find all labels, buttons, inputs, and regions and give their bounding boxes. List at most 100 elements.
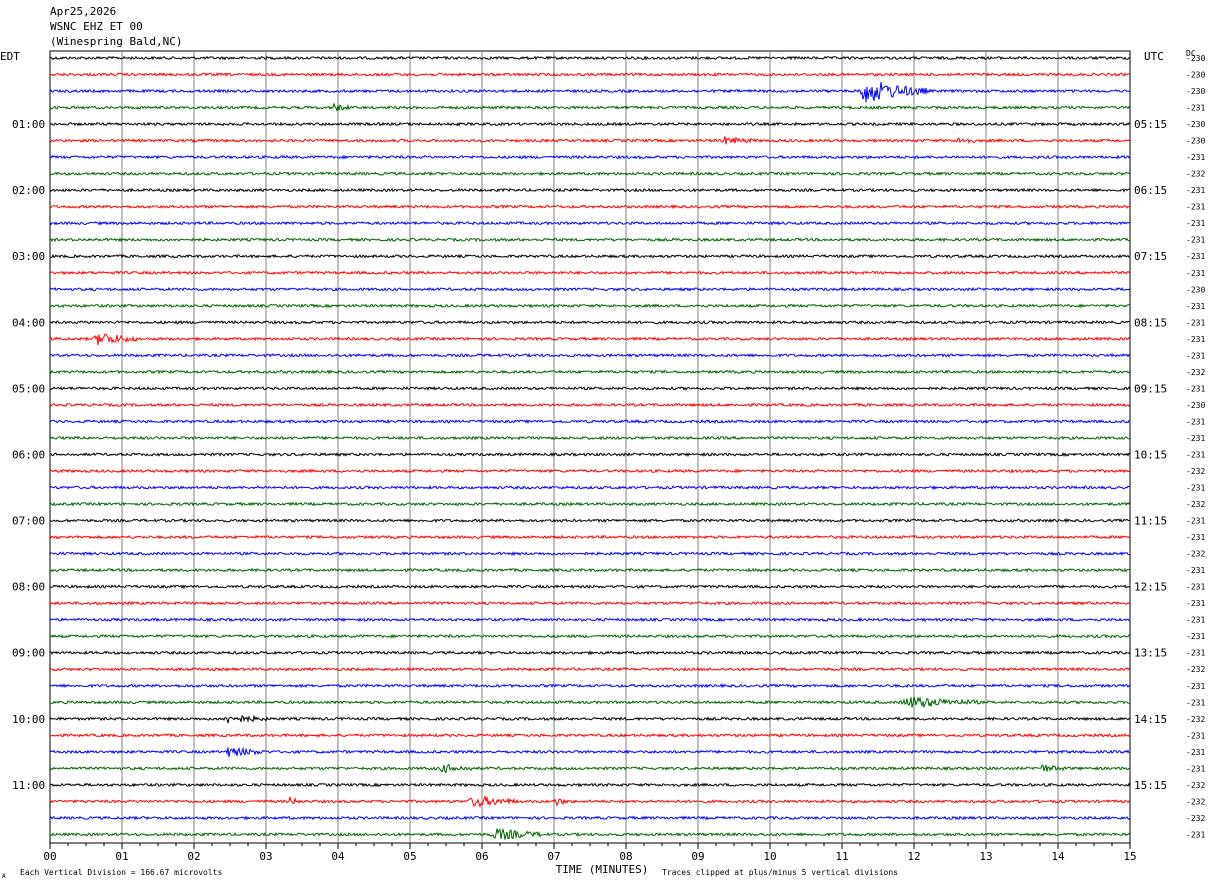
- edt-hour-label: 02:00: [12, 184, 45, 197]
- utc-timezone-label: UTC: [1144, 50, 1164, 63]
- edt-hour-label: 01:00: [12, 118, 45, 131]
- seismic-trace: [49, 815, 1131, 821]
- edt-timezone-label: EDT: [0, 50, 20, 63]
- seismic-trace: [49, 369, 1131, 375]
- dc-offset-label: -231: [1186, 748, 1205, 757]
- utc-hour-label: 10:15: [1134, 448, 1167, 461]
- seismic-trace: [49, 319, 1131, 325]
- utc-hour-label: 06:15: [1134, 184, 1167, 197]
- edt-hour-label: 10:00: [12, 713, 45, 726]
- dc-offset-label: -232: [1186, 550, 1205, 559]
- dc-offset-label: -231: [1186, 682, 1205, 691]
- dc-offset-label: -230: [1186, 87, 1205, 96]
- edt-hour-label: 03:00: [12, 250, 45, 263]
- grid-lines: [49, 50, 1131, 849]
- seismic-trace: [49, 795, 1131, 808]
- seismic-trace: [49, 650, 1131, 656]
- x-tick-label: 05: [403, 850, 416, 863]
- seismic-trace: [49, 136, 1131, 145]
- utc-hour-label: 11:15: [1134, 515, 1167, 528]
- seismic-trace: [49, 534, 1131, 540]
- seismic-trace: [49, 666, 1131, 672]
- dc-offset-label: -231: [1186, 203, 1205, 212]
- dc-offset-label: -232: [1186, 814, 1205, 823]
- seismic-trace: [49, 501, 1131, 507]
- dc-offset-label: -231: [1186, 104, 1205, 113]
- x-tick-label: 03: [259, 850, 272, 863]
- dc-offset-label: -230: [1186, 54, 1205, 63]
- dc-offset-label: -231: [1186, 252, 1205, 261]
- dc-offset-label: -231: [1186, 698, 1205, 707]
- dc-offset-label: -231: [1186, 434, 1205, 443]
- seismic-trace: [49, 171, 1131, 177]
- seismic-trace: [49, 551, 1130, 557]
- x-tick-label: 09: [691, 850, 704, 863]
- seismic-trace: [49, 517, 1131, 524]
- seismic-trace: [49, 303, 1131, 309]
- x-tick-label: 02: [187, 850, 200, 863]
- dc-offset-label: -231: [1186, 484, 1205, 493]
- dc-offset-label: -232: [1186, 500, 1205, 509]
- dc-offset-label: -231: [1186, 186, 1205, 195]
- dc-offset-label: -232: [1186, 665, 1205, 674]
- seismic-trace: [49, 220, 1131, 226]
- dc-offset-label: -231: [1186, 450, 1205, 459]
- edt-hour-label: 06:00: [12, 448, 45, 461]
- dc-offset-label: -231: [1186, 566, 1205, 575]
- trace-group: [49, 55, 1131, 840]
- seismic-trace: [49, 683, 1131, 689]
- seismic-trace: [49, 617, 1131, 623]
- seismic-trace: [49, 333, 1131, 345]
- seismic-trace: [49, 286, 1131, 292]
- x-tick-label: 12: [907, 850, 920, 863]
- dc-offset-label: -231: [1186, 764, 1205, 773]
- seismic-trace: [49, 435, 1131, 441]
- seismic-trace: [49, 714, 1131, 724]
- dc-offset-label: -230: [1186, 71, 1205, 80]
- seismic-trace: [49, 82, 1130, 103]
- dc-offset-label: -231: [1186, 616, 1205, 625]
- dc-offset-label: -232: [1186, 715, 1205, 724]
- seismic-trace: [49, 746, 1131, 757]
- seismic-trace: [49, 253, 1131, 259]
- x-tick-label: 08: [619, 850, 632, 863]
- seismic-trace: [49, 204, 1131, 210]
- seismic-trace: [49, 567, 1131, 573]
- utc-hour-label: 15:15: [1134, 779, 1167, 792]
- dc-offset-label: -231: [1186, 632, 1205, 641]
- label-group: 00 01 02 03 04 05 06 07 08 09 10 11 12 13 14 15 -230 -230…: [0, 49, 1205, 880]
- dc-offset-label: -232: [1186, 781, 1205, 790]
- dc-offset-label: -231: [1186, 219, 1205, 228]
- channel-code: WSNC EHZ ET 00: [50, 20, 143, 33]
- seismic-trace: [49, 352, 1131, 358]
- seismic-trace: [49, 584, 1131, 590]
- seismic-trace: [49, 633, 1131, 639]
- x-tick-label: 11: [835, 850, 848, 863]
- seismic-trace: [49, 187, 1130, 193]
- utc-hour-label: 07:15: [1134, 250, 1167, 263]
- dc-offset-label: -231: [1186, 153, 1205, 162]
- utc-hour-label: 09:15: [1134, 382, 1167, 395]
- dc-offset-label: -230: [1186, 120, 1205, 129]
- utc-hour-label: 12:15: [1134, 581, 1167, 594]
- seismic-trace: [49, 385, 1131, 391]
- edt-hour-label: 05:00: [12, 382, 45, 395]
- seismic-trace: [49, 827, 1131, 840]
- dc-offset-label: -232: [1186, 797, 1205, 806]
- dc-offset-label: -231: [1186, 302, 1205, 311]
- seismic-trace: [49, 696, 1131, 709]
- dc-offset-label: -231: [1186, 533, 1205, 542]
- dc-offset-label: -231: [1186, 731, 1205, 740]
- dc-header-label: DC: [1186, 49, 1196, 58]
- edt-hour-label: 11:00: [12, 779, 45, 792]
- utc-hour-label: 13:15: [1134, 647, 1167, 660]
- dc-offset-label: -230: [1186, 137, 1205, 146]
- seismic-trace: [49, 782, 1131, 788]
- seismic-trace: [49, 451, 1131, 458]
- scale-note: Each Vertical Division = 166.67 microvol…: [20, 868, 222, 877]
- seismic-trace: [49, 102, 1131, 112]
- dc-offset-label: -231: [1186, 318, 1205, 327]
- x-tick-label: 13: [979, 850, 992, 863]
- edt-hour-label: 04:00: [12, 316, 45, 329]
- utc-hour-label: 05:15: [1134, 118, 1167, 131]
